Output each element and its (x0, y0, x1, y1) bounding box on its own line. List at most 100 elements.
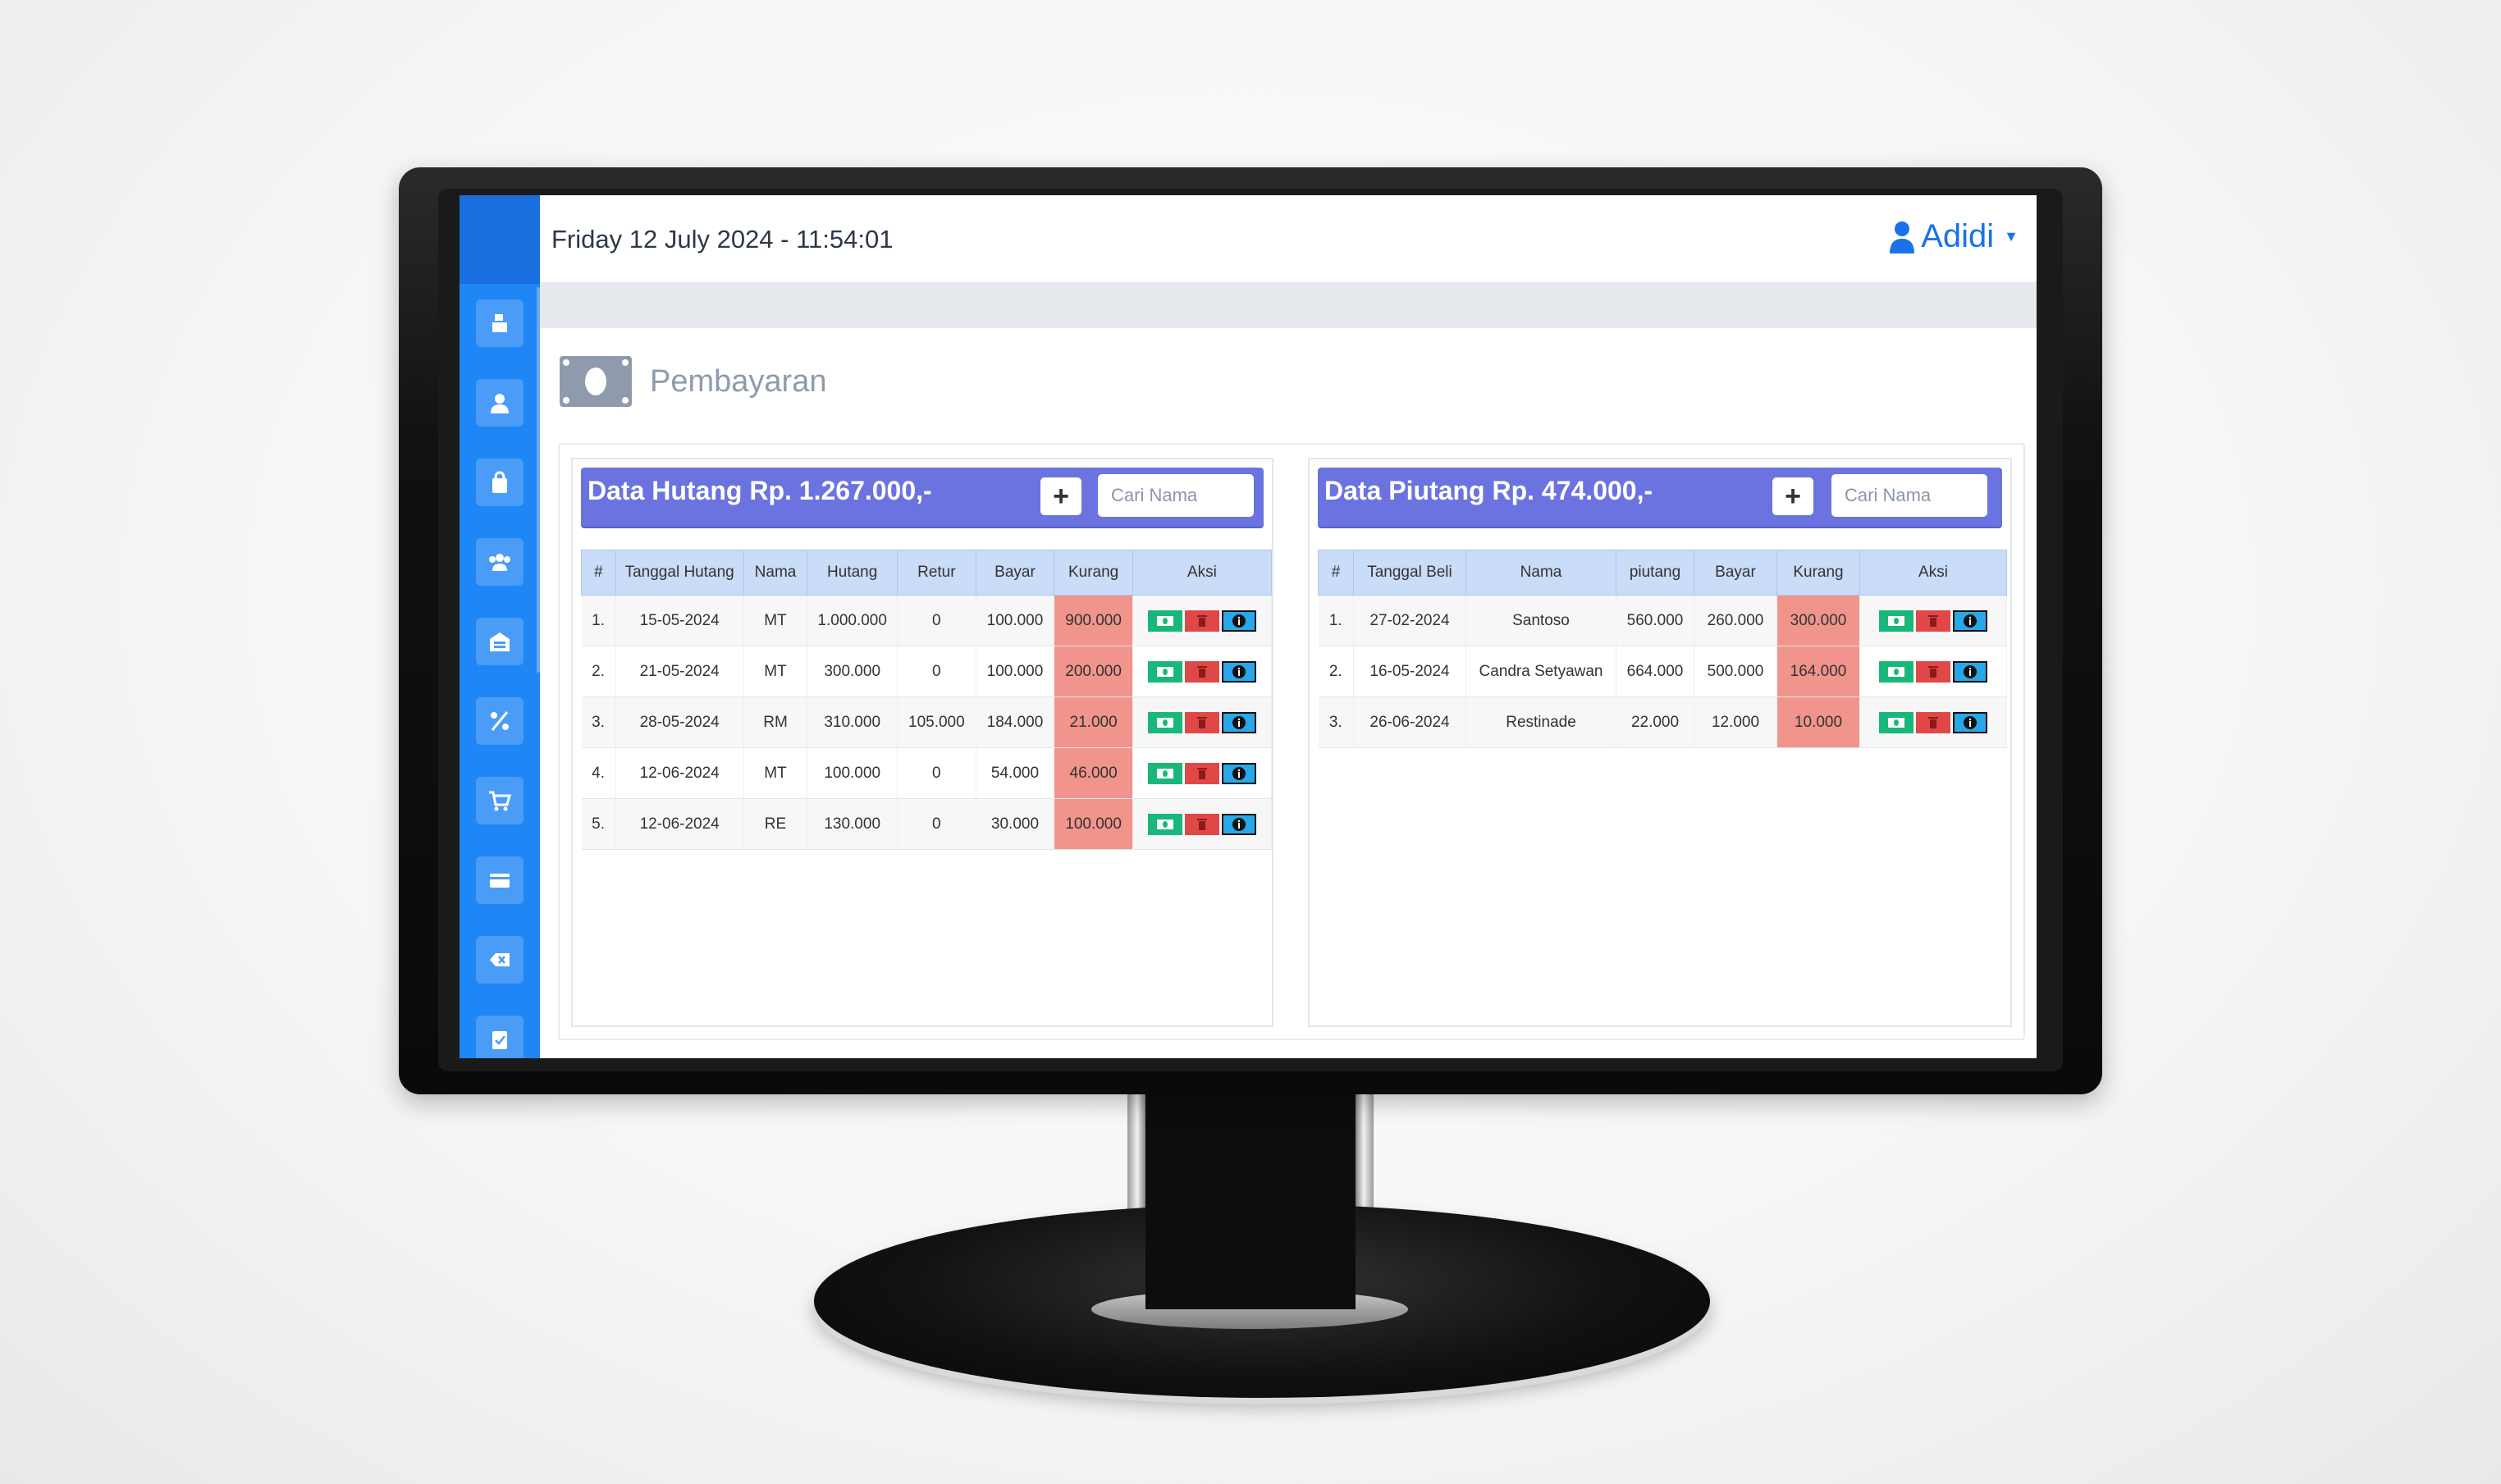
cell-hutang: 310.000 (807, 696, 898, 748)
info-icon (1964, 715, 1977, 729)
sidebar-item-credit-card[interactable] (476, 856, 524, 904)
datetime-display: Friday 12 July 2024 - 11:54:01 (551, 225, 894, 253)
column-header: Nama (1465, 550, 1616, 596)
delete-button[interactable] (1184, 813, 1219, 835)
user-menu[interactable]: Adidi ▼ (1888, 218, 2019, 255)
piutang-panel: Data Piutang Rp. 474.000,- + #Tanggal Be… (1308, 458, 2012, 1027)
cell-retur: 0 (897, 595, 976, 646)
cell-retur: 0 (897, 747, 976, 799)
delete-button[interactable] (1184, 610, 1219, 632)
cell-no: 2. (1318, 646, 1354, 697)
info-icon (1232, 715, 1246, 729)
warehouse-icon (490, 632, 510, 651)
money-bill-icon (1156, 717, 1173, 728)
money-bill-icon (1156, 819, 1173, 829)
info-button[interactable] (1953, 711, 1987, 733)
piutang-panel-header: Data Piutang Rp. 474.000,- + (1318, 468, 2002, 527)
add-hutang-button[interactable]: + (1040, 477, 1081, 515)
sidebar-item-warehouse[interactable] (476, 618, 524, 665)
info-icon (1964, 664, 1977, 678)
cell-no: 1. (1318, 595, 1354, 646)
user-icon (1890, 221, 1915, 253)
info-button[interactable] (1221, 660, 1256, 683)
sidebar-item-users[interactable] (476, 538, 524, 586)
sidebar-item-shopping-bag[interactable] (476, 459, 524, 506)
piutang-table: # Tanggal Beli Nama piutang Bayar Kurang Aksi … (1318, 550, 2007, 748)
cell-kurang: 10.000 (1776, 696, 1860, 748)
pay-button[interactable] (1147, 813, 1182, 835)
cell-hutang: 300.000 (807, 646, 898, 697)
trash-icon (1928, 665, 1938, 678)
sidebar-item-cash-register[interactable] (476, 299, 524, 347)
cell-piutang: 22.000 (1616, 696, 1694, 748)
info-button[interactable] (1953, 660, 1987, 683)
cell-tanggal: 15-05-2024 (615, 595, 744, 646)
hutang-panel: Data Hutang Rp. 1.267.000,- + #Tanggal H… (571, 458, 1273, 1027)
info-button[interactable] (1953, 610, 1987, 632)
table-row: 4. 12-06-2024 MT 100.000 0 54.000 46.000 (581, 747, 1273, 799)
cell-nama: RM (743, 696, 808, 748)
cell-retur: 0 (897, 646, 976, 697)
sidebar-item-user[interactable] (476, 379, 524, 427)
cell-bayar: 500.000 (1694, 646, 1777, 697)
trash-icon (1196, 716, 1207, 728)
pay-button[interactable] (1147, 660, 1182, 683)
add-piutang-button[interactable]: + (1772, 477, 1813, 515)
cell-kurang: 100.000 (1054, 798, 1133, 850)
money-bill-icon (1888, 666, 1904, 677)
pay-button[interactable] (1879, 711, 1913, 733)
cell-no: 3. (581, 696, 616, 748)
info-button[interactable] (1221, 762, 1256, 784)
info-button[interactable] (1221, 711, 1256, 733)
topbar: Friday 12 July 2024 - 11:54:01 Adidi ▼ (540, 195, 2037, 283)
cell-kurang: 300.000 (1776, 595, 1860, 646)
column-header: Kurang (1776, 550, 1860, 596)
delete-button[interactable] (1916, 660, 1950, 683)
cell-aksi (1859, 696, 2007, 748)
info-icon (1232, 614, 1246, 628)
piutang-search-input[interactable] (1831, 474, 1987, 517)
cell-bayar: 54.000 (976, 747, 1055, 799)
hutang-search-input[interactable] (1098, 474, 1254, 517)
cell-aksi (1132, 696, 1273, 748)
hutang-panel-header: Data Hutang Rp. 1.267.000,- + (581, 468, 1264, 527)
sidebar-scrollbar[interactable] (537, 287, 540, 673)
cell-retur: 0 (897, 798, 976, 850)
cell-bayar: 184.000 (976, 696, 1055, 748)
sidebar-item-clipboard-check[interactable] (476, 1016, 524, 1058)
delete-button[interactable] (1184, 660, 1219, 683)
delete-button[interactable] (1184, 711, 1219, 733)
sidebar (460, 195, 540, 1058)
delete-button[interactable] (1916, 610, 1950, 632)
sidebar-item-percent[interactable] (476, 697, 524, 745)
cell-nama: MT (743, 646, 808, 697)
cell-nama: MT (743, 595, 808, 646)
cell-piutang: 560.000 (1616, 595, 1694, 646)
cell-aksi (1132, 646, 1273, 697)
cell-kurang: 200.000 (1054, 646, 1133, 697)
trash-icon (1928, 716, 1938, 728)
pay-button[interactable] (1879, 660, 1913, 683)
sidebar-item-cart[interactable] (476, 777, 524, 824)
column-header: Retur (897, 550, 976, 596)
pay-button[interactable] (1879, 610, 1913, 632)
info-button[interactable] (1221, 813, 1256, 835)
cell-kurang: 900.000 (1054, 595, 1133, 646)
sidebar-item-backspace[interactable] (476, 936, 524, 984)
delete-button[interactable] (1184, 762, 1219, 784)
pay-button[interactable] (1147, 711, 1182, 733)
table-row: 3. 26-06-2024 Restinade 22.000 12.000 10.000 (1318, 696, 2007, 748)
cell-hutang: 130.000 (807, 798, 898, 850)
table-row: 3. 28-05-2024 RM 310.000 105.000 184.000 21.00… (581, 696, 1273, 748)
pay-button[interactable] (1147, 762, 1182, 784)
pay-button[interactable] (1147, 610, 1182, 632)
cell-tanggal: 26-06-2024 (1353, 696, 1466, 748)
column-header: Hutang (807, 550, 898, 596)
info-button[interactable] (1221, 610, 1256, 632)
cell-bayar: 100.000 (976, 646, 1055, 697)
table-row: 1. 15-05-2024 MT 1.000.000 0 100.000 900.000 (581, 595, 1273, 646)
row-actions (1134, 660, 1270, 683)
delete-button[interactable] (1916, 711, 1950, 733)
table-row: 5. 12-06-2024 RE 130.000 0 30.000 100.000 (581, 798, 1273, 850)
cell-no: 1. (581, 595, 616, 646)
